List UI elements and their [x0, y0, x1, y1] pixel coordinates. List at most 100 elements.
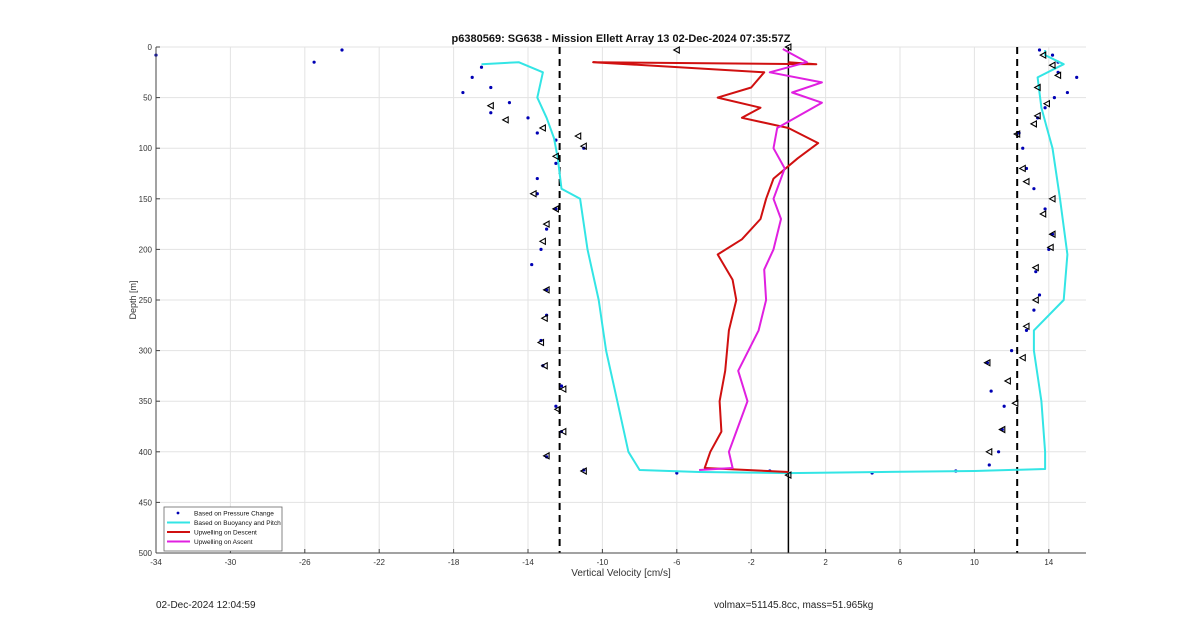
pressure-change-point	[535, 176, 539, 181]
pressure-change-point	[526, 116, 530, 120]
triangle-marker	[1048, 61, 1056, 70]
triangle-marker	[985, 447, 993, 456]
triangle-marker	[538, 124, 546, 132]
triangle-marker	[1022, 322, 1030, 331]
pressure-change-point	[507, 101, 511, 105]
pressure-change-point	[1065, 90, 1069, 95]
triangle-marker	[574, 132, 582, 140]
triangle-marker	[553, 405, 561, 414]
x-tick-label: -34	[150, 558, 162, 567]
pressure-change-point	[479, 65, 484, 69]
pressure-change-point	[1037, 48, 1042, 52]
x-tick-label: -14	[522, 558, 534, 567]
pressure-change-point	[539, 247, 543, 251]
x-tick-label: -22	[373, 558, 385, 567]
triangle-marker	[1003, 377, 1011, 385]
y-tick-label: 100	[139, 144, 153, 153]
legend-entry-label: Based on Pressure Change	[194, 511, 274, 518]
pressure-change-point	[535, 131, 539, 135]
triangle-marker	[551, 152, 559, 161]
legend-entry-label: Upwelling on Descent	[194, 530, 257, 537]
pressure-change-point	[1043, 106, 1047, 110]
triangle-marker	[538, 237, 546, 246]
pressure-change-point	[312, 60, 316, 64]
triangle-marker	[540, 314, 548, 323]
triangle-marker	[1046, 243, 1054, 252]
legend-entry-label: Upwelling on Ascent	[194, 539, 253, 546]
buoyancy-pitch-line	[481, 50, 1069, 475]
pressure-change-point	[1010, 349, 1014, 353]
triangle-marker	[536, 338, 545, 347]
triangle-marker	[1039, 51, 1047, 60]
triangle-marker	[1033, 111, 1041, 120]
pressure-change-point	[1052, 96, 1056, 100]
y-tick-label: 300	[139, 347, 153, 356]
y-tick-label: 450	[139, 498, 153, 507]
triangle-marker	[1053, 71, 1062, 80]
pressure-change-point	[530, 262, 534, 267]
triangle-marker	[1013, 130, 1021, 138]
triangle-marker	[1031, 263, 1039, 272]
reference-lines	[558, 47, 1019, 553]
pressure-change-point	[1002, 404, 1006, 408]
pressure-change-point	[545, 227, 549, 231]
pressure-change-point	[1037, 293, 1042, 297]
x-tick-label: 2	[823, 558, 828, 567]
pressure-change-point	[989, 389, 993, 393]
grid-lines	[155, 46, 1086, 554]
triangle-marker	[486, 101, 494, 110]
triangle-marker	[579, 467, 587, 475]
triangle-marker	[1022, 177, 1030, 186]
x-tick-label: 6	[898, 558, 903, 567]
pressure-change-point	[489, 85, 493, 90]
y-tick-label: 500	[139, 549, 153, 558]
triangle-marker	[501, 115, 509, 124]
pressure-change-point	[1024, 328, 1029, 332]
legend-box	[163, 506, 283, 552]
triangle-marker	[559, 427, 567, 436]
triangle-marker	[1029, 119, 1037, 128]
y-tick-label: 50	[143, 94, 152, 103]
x-tick-label: -30	[225, 558, 237, 567]
triangle-marker	[542, 285, 550, 294]
y-axis-label: Depth [m]	[128, 280, 138, 319]
pressure-change-point	[1021, 146, 1025, 150]
pressure-change-point	[554, 404, 558, 408]
triangle-marker	[529, 189, 537, 198]
triangle-marker	[1033, 83, 1041, 92]
legend-entry-label: Based on Buoyancy and Pitch	[194, 520, 281, 527]
triangle-marker	[579, 142, 587, 151]
triangle-marker	[983, 358, 991, 367]
x-tick-label: -10	[597, 558, 609, 567]
axes: -34 -30 -26 -22 -18 -14 -10 -6 -2 2 6 10 14050100150…	[139, 43, 1086, 567]
y-tick-label: 350	[139, 397, 153, 406]
triangle-marker	[672, 46, 680, 54]
pressure-change-point	[1032, 308, 1036, 312]
pressure-change-point	[996, 450, 1001, 454]
series-layer	[154, 43, 1079, 480]
pressure-change-point	[1050, 53, 1055, 57]
triangle-marker	[559, 385, 567, 393]
triangle-marker	[1031, 296, 1039, 304]
pressure-change-point	[554, 161, 558, 165]
footer-info: volmax=51145.8cc, mass=51.965kg	[714, 600, 874, 611]
x-tick-label: -2	[748, 558, 756, 567]
x-tick-label: 14	[1044, 558, 1053, 567]
pressure-change-point	[1075, 75, 1079, 79]
ascent-upwelling-line	[699, 48, 823, 471]
triangle-marker	[998, 425, 1006, 434]
x-tick-label: -6	[673, 558, 681, 567]
x-tick-label: 10	[970, 558, 979, 567]
pressure-change-point	[340, 48, 344, 52]
x-tick-label: -18	[448, 558, 460, 567]
triangle-marker	[1018, 164, 1026, 173]
triangle-marker	[542, 451, 550, 460]
triangle-marker	[1018, 353, 1026, 362]
descent-upwelling-line	[592, 61, 820, 473]
footer-timestamp: 02-Dec-2024 12:04:59	[156, 600, 256, 611]
y-tick-label: 400	[139, 448, 153, 457]
x-tick-label: -26	[299, 558, 311, 567]
triangle-marker	[1048, 230, 1056, 239]
y-tick-label: 150	[139, 195, 153, 204]
